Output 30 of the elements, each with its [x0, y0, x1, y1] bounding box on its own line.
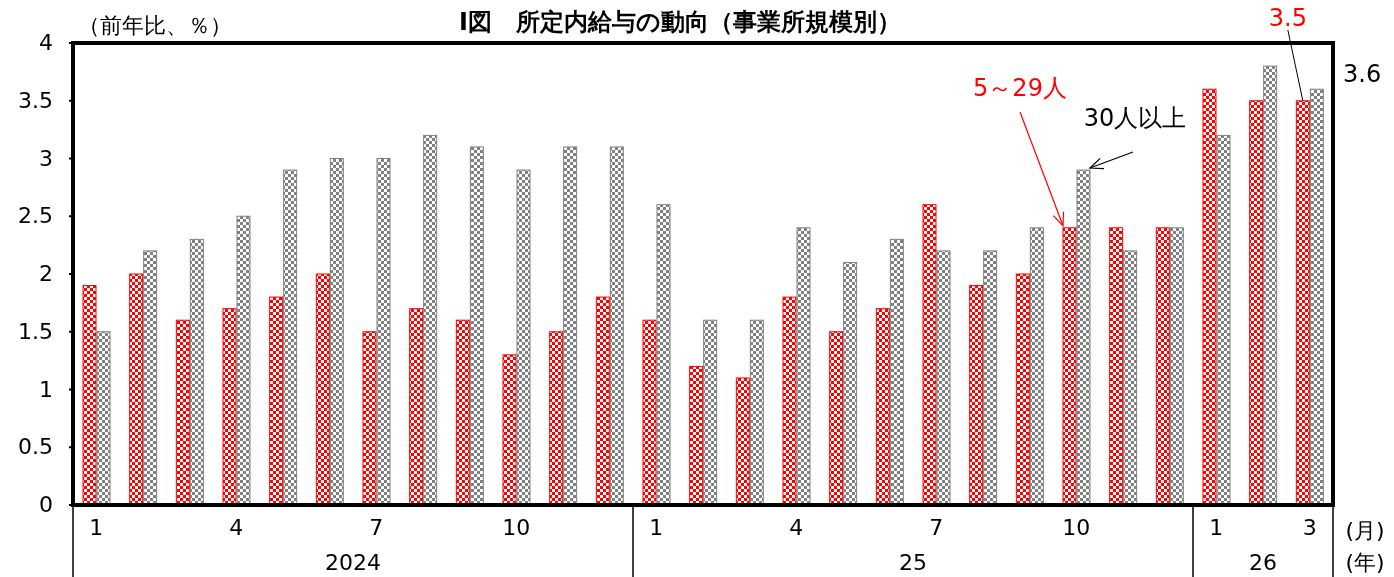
x-tick-label: 1: [89, 515, 104, 540]
x-tick-label: 4: [229, 515, 244, 540]
x-tick-label: 10: [1062, 515, 1091, 540]
annotation: 3.5: [1268, 4, 1307, 32]
y-tick-label: 0.5: [18, 434, 53, 460]
y-tick-label: 1.5: [18, 318, 53, 344]
text: 2024: [325, 550, 381, 575]
y-tick-label: 2.5: [18, 203, 53, 229]
y-tick-label: 3: [39, 145, 53, 171]
x-tick-label: 3: [1302, 515, 1317, 540]
series-label: 30人以上: [1083, 104, 1187, 132]
y-tick-label: 2: [39, 261, 53, 286]
y-tick-label: 3.5: [18, 87, 53, 113]
y-tick-label: 1: [39, 376, 53, 402]
y-tick-label: 0: [39, 492, 53, 517]
y-tick-label: 4: [39, 30, 53, 55]
x-tick-label: 7: [929, 515, 944, 540]
annotation: 3.6: [1343, 60, 1382, 88]
x-tick-label: 4: [789, 515, 804, 540]
x-tick-label: 10: [502, 515, 531, 540]
y-axis-title: （前年比、％）: [78, 13, 232, 38]
x-tick-label: 1: [1209, 515, 1224, 540]
text: 26: [1249, 550, 1277, 575]
text: 5～29人: [973, 74, 1067, 102]
text: (月): [1345, 518, 1385, 543]
x-tick-label: 1: [649, 515, 664, 540]
x-tick-label: 7: [369, 515, 384, 540]
chart-title: I図 所定内給与の動向（事業所規模別）: [459, 8, 901, 36]
text: (年): [1345, 550, 1385, 575]
text: 25: [899, 550, 927, 575]
